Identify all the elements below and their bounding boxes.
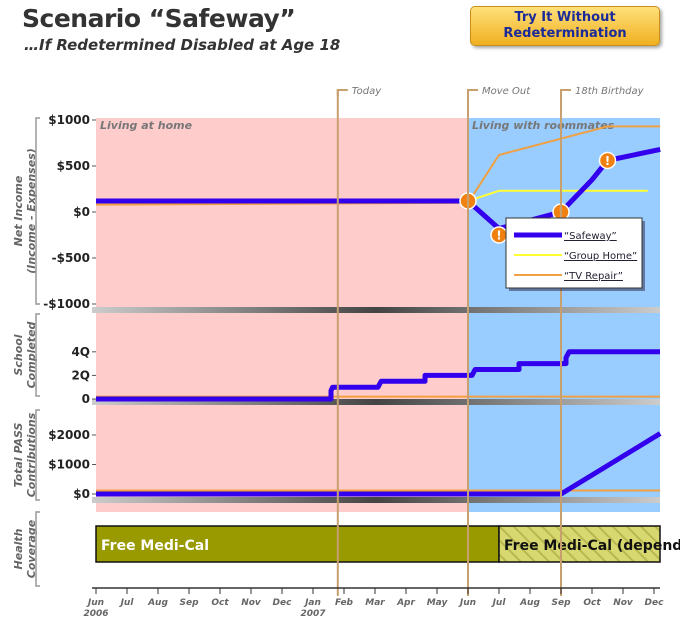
legend-entry: “TV Repair” xyxy=(564,271,623,282)
series-line-safeway xyxy=(96,349,660,402)
x-tick-label: Oct xyxy=(211,598,229,608)
health-coverage-bars: Free Medi-Cal Free Medi-Cal (depending on… xyxy=(95,525,680,563)
x-tick-label: Dec xyxy=(273,598,293,608)
event-label: 18th Birthday xyxy=(575,86,645,97)
legend-entry: “Safeway” xyxy=(564,231,617,242)
y-tick-label: $2000 xyxy=(48,428,90,442)
warning-marker xyxy=(598,151,617,170)
panel-separator xyxy=(92,399,660,405)
x-tick-label: Jul xyxy=(119,598,135,608)
y-tick-label: 4Q xyxy=(71,345,90,359)
health-axis-title: HealthCoverage xyxy=(12,519,38,578)
page-subtitle: …If Redetermined Disabled at Age 18 xyxy=(24,36,341,54)
region-label: Living with roommates xyxy=(472,119,615,132)
region-backgrounds: Living at home Living with roommates xyxy=(96,118,660,512)
y-tick-label: $500 xyxy=(57,159,90,173)
event-label: Move Out xyxy=(482,86,531,97)
y-axis-title-line: (Income - Expenses) xyxy=(25,148,38,274)
panel-separator xyxy=(92,497,660,503)
alt-button-line2: Redetermination xyxy=(503,26,627,41)
x-tick-label: May xyxy=(427,598,449,608)
y-axis-title-line: School xyxy=(12,334,25,375)
y-tick-label: $0 xyxy=(73,205,90,219)
x-year-label: 2006 xyxy=(83,609,108,619)
series-line-tv-repair xyxy=(95,125,661,206)
x-tick-label: Jun xyxy=(86,598,104,608)
x-tick-label: Jan xyxy=(303,598,321,608)
y-tick-label: -$500 xyxy=(52,251,90,265)
x-tick-label: Jul xyxy=(491,598,507,608)
y-tick-label: $1000 xyxy=(48,113,90,127)
try-without-redetermination-button[interactable]: Try It Without Redetermination xyxy=(470,6,660,46)
x-tick-label: Feb xyxy=(335,598,354,608)
health-bar-label: Free Medi-Cal (depending on income) xyxy=(504,538,680,554)
health-bar-label: Free Medi-Cal xyxy=(101,538,209,554)
y-axis-bracket xyxy=(35,409,40,501)
health-bar xyxy=(95,525,500,563)
alt-button-line1: Try It Without xyxy=(514,10,616,25)
y-axis-title: Net Income(Income - Expenses) xyxy=(12,148,38,274)
y-axis-bracket xyxy=(35,313,40,397)
health-axis-title-line: Coverage xyxy=(25,519,38,578)
y-tick-label: $0 xyxy=(73,487,90,501)
y-tick-label: 2Q xyxy=(71,368,90,382)
warning-icon: ! xyxy=(496,229,501,243)
x-tick-label: Mar xyxy=(365,598,385,608)
page-title: Scenario “Safeway” xyxy=(22,4,296,33)
y-axis-title-line: Net Income xyxy=(12,175,25,246)
y-axis-title-line: Completed xyxy=(25,321,38,388)
x-tick-label: Nov xyxy=(241,598,262,608)
axis-labels: $1000 $500 $0 -$500 -$1000 Net Income(Income … xyxy=(12,113,664,619)
region-label: Living at home xyxy=(100,119,193,132)
x-tick-label: Aug xyxy=(519,598,540,608)
x-tick-label: Dec xyxy=(645,598,665,608)
x-tick-label: Jun xyxy=(458,598,476,608)
panel-grid xyxy=(92,307,660,503)
x-tick-label: Sep xyxy=(179,598,199,608)
panel-separator xyxy=(92,307,660,313)
series-line-group-home xyxy=(467,189,648,202)
y-tick-label: -$1000 xyxy=(43,297,90,311)
event-bracket xyxy=(467,89,478,96)
y-axis-title: SchoolCompleted xyxy=(12,321,38,388)
health-axis-bracket xyxy=(35,511,40,587)
y-axis-title-line: Contributions xyxy=(25,412,38,497)
region-living-at-home xyxy=(96,118,468,512)
x-tick-label: Aug xyxy=(147,598,168,608)
y-axis-title: Total PASSContributions xyxy=(12,412,38,497)
y-tick-label: 0 xyxy=(82,392,90,406)
legend-entry: “Group Home” xyxy=(564,251,637,262)
y-tick-label: $1000 xyxy=(48,458,90,472)
x-tick-label: Oct xyxy=(583,598,601,608)
event-bracket xyxy=(336,89,348,96)
legend: “Safeway” “Group Home” “TV Repair” xyxy=(505,217,645,291)
event-bracket xyxy=(560,89,571,96)
region-living-with-roommates xyxy=(468,118,660,512)
x-tick-label: Nov xyxy=(613,598,634,608)
health-axis-title-line: Health xyxy=(12,528,25,569)
event-markers: Today Move Out 18th Birthday xyxy=(336,86,645,596)
y-axis-bracket xyxy=(35,117,40,305)
health-bar xyxy=(498,525,661,563)
x-tick-label: Apr xyxy=(396,598,415,608)
x-tick-label: Sep xyxy=(551,598,571,608)
x-year-label: 2007 xyxy=(300,609,326,619)
warning-icon: ! xyxy=(605,154,610,168)
legend-box xyxy=(505,217,643,289)
event-label: Today xyxy=(352,86,382,97)
y-axis-title-line: Total PASS xyxy=(12,422,25,487)
